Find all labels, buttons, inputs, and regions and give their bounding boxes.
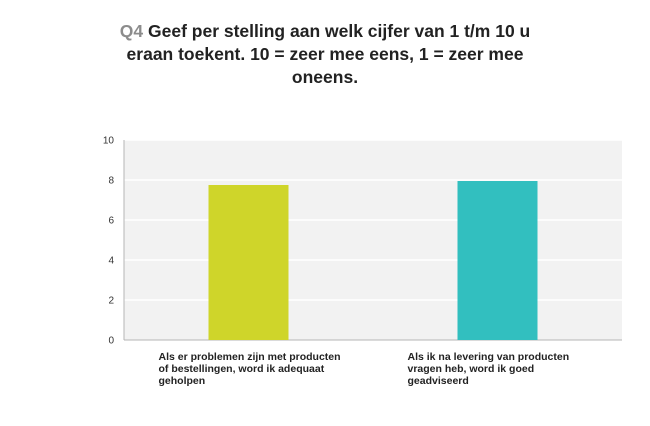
category-label-1: Als er problemen zijn met producten of b… [158,351,341,387]
bar-1 [208,185,289,340]
y-tick-label-2: 2 [108,296,114,307]
y-tick-label-8: 8 [108,176,114,187]
y-tick-label-0: 0 [108,336,114,347]
category-label-2: Als ik na levering van producten vragen … [407,351,570,387]
bar-2 [457,181,538,340]
question-number: Q4 [119,21,144,41]
chart-title: Q4 Geef per stelling aan welk cijfer van… [95,20,555,89]
y-tick-label-10: 10 [103,136,115,147]
y-tick-label-6: 6 [108,216,114,227]
y-tick-label-4: 4 [108,256,114,267]
plot-background [124,140,622,340]
question-text: Geef per stelling aan welk cijfer van 1 … [126,21,531,87]
